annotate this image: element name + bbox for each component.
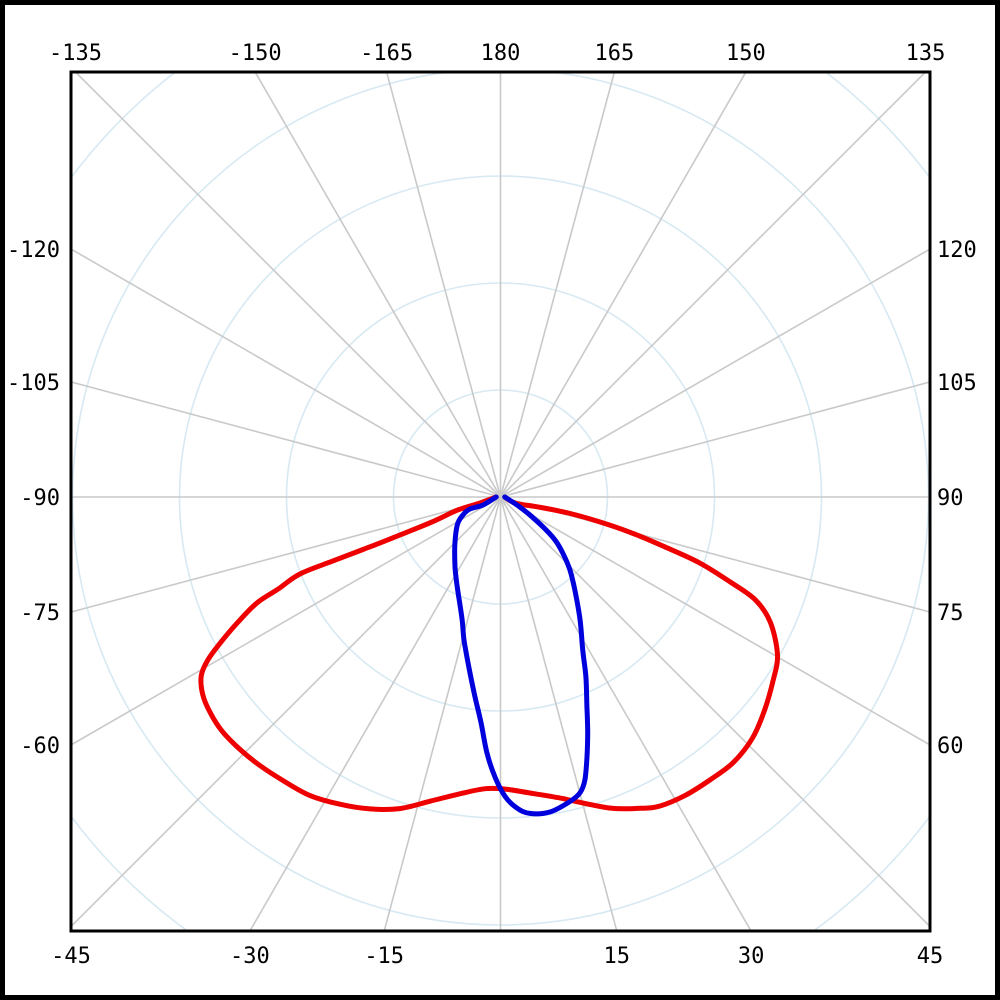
angle-spoke--150 (254, 72, 502, 498)
angle-spoke-135 (499, 72, 927, 498)
angle-spoke-150 (499, 72, 747, 498)
plot-frame (69, 70, 932, 933)
angle-label-105: 105 (937, 371, 977, 396)
angle-spoke--135 (74, 72, 502, 498)
red-curve (198, 494, 781, 812)
angle-spoke-120 (500, 248, 930, 498)
angle-spoke-30 (499, 496, 752, 931)
angle-label--105: -105 (7, 371, 60, 396)
blue-curve (452, 494, 591, 817)
angle-label-165: 165 (595, 41, 635, 66)
angle-label-135: 135 (906, 41, 946, 66)
angle-label-180: 180 (481, 41, 521, 66)
angle-spoke-105 (500, 381, 930, 498)
angle-label-30: 30 (738, 944, 765, 969)
angle-label--165: -165 (360, 41, 413, 66)
angle-label--135: -135 (49, 41, 102, 66)
angle-label--150: -150 (229, 41, 282, 66)
angle-spoke--30 (249, 496, 502, 931)
angle-label-75: 75 (937, 601, 964, 626)
angle-spoke-15 (499, 496, 618, 931)
angle-label--75: -75 (20, 601, 60, 626)
angle-spoke--75 (71, 496, 501, 613)
angle-label-45: 45 (917, 944, 944, 969)
angle-spoke-165 (499, 72, 616, 498)
angle-label-90: 90 (937, 486, 964, 511)
angle-label-60: 60 (937, 734, 964, 759)
angle-label-15: 15 (604, 944, 631, 969)
angle-spoke--45 (71, 496, 502, 928)
angle-label-150: 150 (726, 41, 766, 66)
angle-label--45: -45 (51, 944, 91, 969)
angle-label--15: -15 (364, 944, 404, 969)
angle-spoke--105 (71, 381, 501, 498)
angle-label--30: -30 (230, 944, 270, 969)
angle-label--120: -120 (7, 238, 60, 263)
angle-spoke--60 (71, 496, 501, 746)
angle-label--90: -90 (20, 486, 60, 511)
angle-spoke--165 (385, 72, 502, 498)
angle-spoke--120 (71, 248, 501, 498)
angle-spoke-45 (499, 496, 930, 928)
angle-label--60: -60 (20, 734, 60, 759)
angle-label-120: 120 (937, 238, 977, 263)
